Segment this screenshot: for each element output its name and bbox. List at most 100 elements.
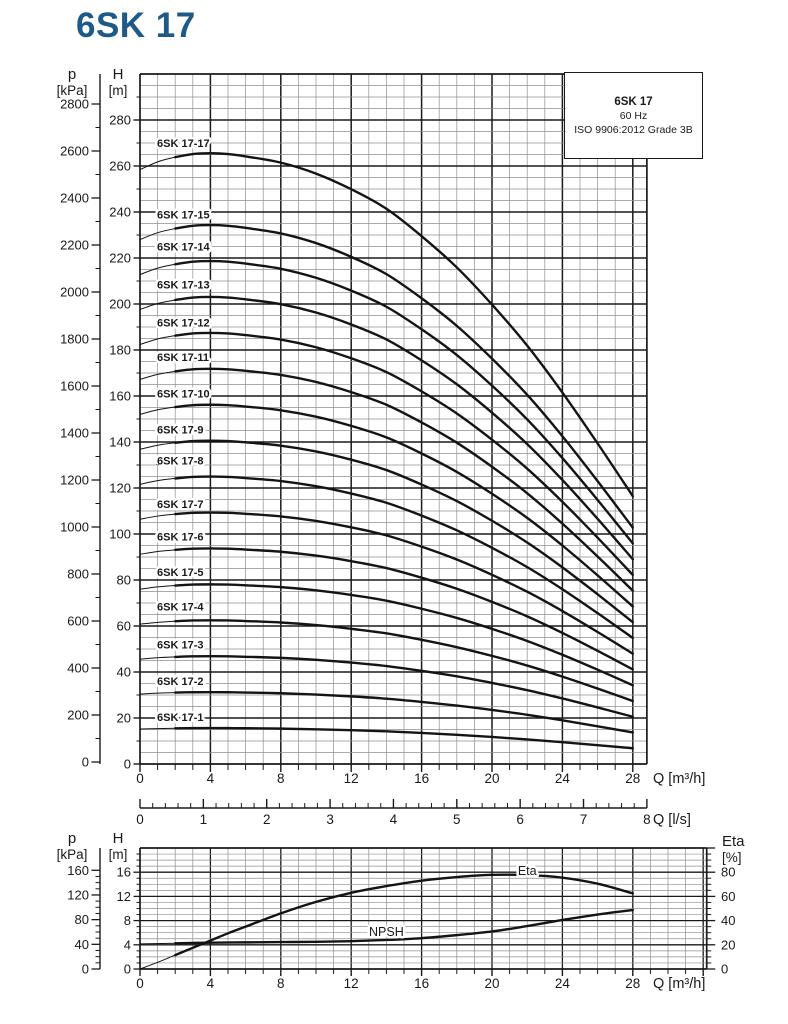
x-tick-label: 28 <box>625 976 640 991</box>
h-tick-label: 0 <box>124 962 131 977</box>
curve-label: 6SK 17-14 <box>157 242 210 254</box>
curve-label: 6SK 17-9 <box>157 424 203 436</box>
p-tick-label: 1200 <box>60 473 89 488</box>
eta-curve-label: Eta <box>518 864 537 878</box>
curve-6SK-17-11 <box>139 367 634 592</box>
h-tick-label: 240 <box>109 205 131 220</box>
h-tick-label: 260 <box>109 159 131 174</box>
h-tick-label: 40 <box>117 665 131 680</box>
sub-curves <box>139 873 634 970</box>
curve-label: 6SK 17-3 <box>157 639 203 651</box>
sub-curve-labels: Eta NPSH <box>367 861 540 941</box>
x-tick-label: 20 <box>484 976 499 991</box>
x-tick-label: 4 <box>207 976 215 991</box>
p-tick-label: 80 <box>75 912 89 927</box>
ls-tick-label: 3 <box>326 812 334 827</box>
eta-tick-label: 0 <box>721 962 728 977</box>
curve-6SK-17-15 <box>139 223 634 529</box>
curve-label: 6SK 17-1 <box>157 712 203 724</box>
x-tick-label: 24 <box>555 976 571 991</box>
x-tick-label: 8 <box>277 976 285 991</box>
x-tick-label: 28 <box>625 771 640 786</box>
curve-label: 6SK 17-2 <box>157 676 203 688</box>
p-tick-label: 2200 <box>60 238 89 253</box>
npsh-curve-label: NPSH <box>369 925 404 939</box>
curve-6SK-17-2 <box>139 690 634 734</box>
curve-label: 6SK 17-17 <box>157 138 210 150</box>
x-tick-label: 20 <box>484 771 499 786</box>
h-tick-label: 20 <box>117 711 131 726</box>
p-tick-label: 400 <box>67 661 89 676</box>
p-axis-unit: [kPa] <box>57 847 88 862</box>
h-tick-label: 180 <box>109 343 131 358</box>
h-tick-label: 16 <box>117 865 131 880</box>
eta-tick-label: 60 <box>721 889 735 904</box>
ls-tick-label: 7 <box>580 812 588 827</box>
p-tick-label: 2800 <box>60 97 89 112</box>
x-tick-label: 16 <box>414 771 429 786</box>
curve-label: 6SK 17-8 <box>157 455 203 467</box>
h-tick-label: 8 <box>124 913 131 928</box>
curve-label: 6SK 17-15 <box>157 209 210 221</box>
curve-6SK-17-14 <box>139 259 634 545</box>
h-tick-label: 160 <box>109 389 131 404</box>
ls-axis-label: Q [l/s] <box>653 812 691 828</box>
curve-6SK-17-6 <box>139 547 634 671</box>
p-tick-label: 1800 <box>60 332 89 347</box>
p-tick-label: 40 <box>75 937 89 952</box>
sub-h-axis: 0 4 8 12 16 H[m] <box>109 830 140 977</box>
curve-6SK-17-1 <box>139 726 634 750</box>
ls-tick-label: 5 <box>453 812 461 827</box>
ls-tick-label: 8 <box>643 812 651 827</box>
p-tick-label: 1400 <box>60 426 89 441</box>
main-curve-labels: 6SK 17-17 6SK 17-15 6SK 17-14 6SK 17-13 6SK … <box>155 136 213 727</box>
sub-grid <box>140 848 707 969</box>
p-tick-label: 2400 <box>60 191 89 206</box>
x-tick-label: 4 <box>207 771 215 786</box>
curve-6SK-17-3 <box>139 655 634 718</box>
p-tick-label: 0 <box>82 755 89 770</box>
curve-label: 6SK 17-11 <box>157 352 209 364</box>
p-tick-label: 800 <box>67 567 89 582</box>
p-tick-label: 2000 <box>60 285 89 300</box>
info-box: 6SK 17 60 Hz ISO 9906:2012 Grade 3B <box>564 72 703 159</box>
eta-tick-label: 20 <box>721 937 735 952</box>
eta-tick-label: 80 <box>721 865 735 880</box>
p-tick-label: 120 <box>67 887 89 902</box>
curve-6SK-17-4 <box>139 619 634 703</box>
h-tick-label: 0 <box>124 757 131 772</box>
p-tick-label: 160 <box>67 863 89 878</box>
curve-npsh <box>139 908 634 945</box>
curve-label: 6SK 17-4 <box>157 601 204 613</box>
ls-tick-label: 1 <box>200 812 208 827</box>
curve-6SK-17-12 <box>139 331 634 577</box>
curve-6SK-17-10 <box>139 403 634 608</box>
p-tick-label: 1600 <box>60 379 89 394</box>
p-axis-unit: [kPa] <box>57 83 88 98</box>
curve-label: 6SK 17-6 <box>157 531 203 543</box>
x-tick-label: 16 <box>414 976 429 991</box>
ls-tick-label: 6 <box>516 812 524 827</box>
p-tick-label: 0 <box>82 962 89 977</box>
h-tick-label: 200 <box>109 297 131 312</box>
sub-x-axis: 0 4 8 12 16 20 24 28 Q [m³/h] <box>136 969 705 992</box>
sub-p-axis: 0 40 80 120 160 p[kPa] <box>57 830 101 977</box>
h-tick-label: 140 <box>109 435 131 450</box>
x-tick-label: 8 <box>277 771 285 786</box>
curve-6SK-17-17 <box>139 152 634 498</box>
p-tick-label: 2600 <box>60 144 89 159</box>
page-title: 6SK 17 <box>76 6 196 45</box>
x-tick-label: 0 <box>136 976 144 991</box>
main-p-axis: 0 200 400 600 800 1000 1200 1400 1600 1800 2000 220… <box>57 66 101 770</box>
curve-6SK-17-13 <box>139 295 634 561</box>
main-x-axis: 0 4 8 12 16 20 24 28 Q [m³/h] <box>136 764 705 787</box>
x-tick-label: 0 <box>136 771 144 786</box>
p-tick-label: 200 <box>67 708 89 723</box>
eta-axis-header: Eta <box>722 833 745 850</box>
h-axis-header: H <box>113 830 124 847</box>
p-axis-header: p <box>68 830 76 847</box>
curve-6SK-17-5 <box>139 583 634 687</box>
eta-axis: 0 20 40 60 80 Eta[%] <box>706 833 745 977</box>
curve-label: 6SK 17-7 <box>157 499 203 511</box>
